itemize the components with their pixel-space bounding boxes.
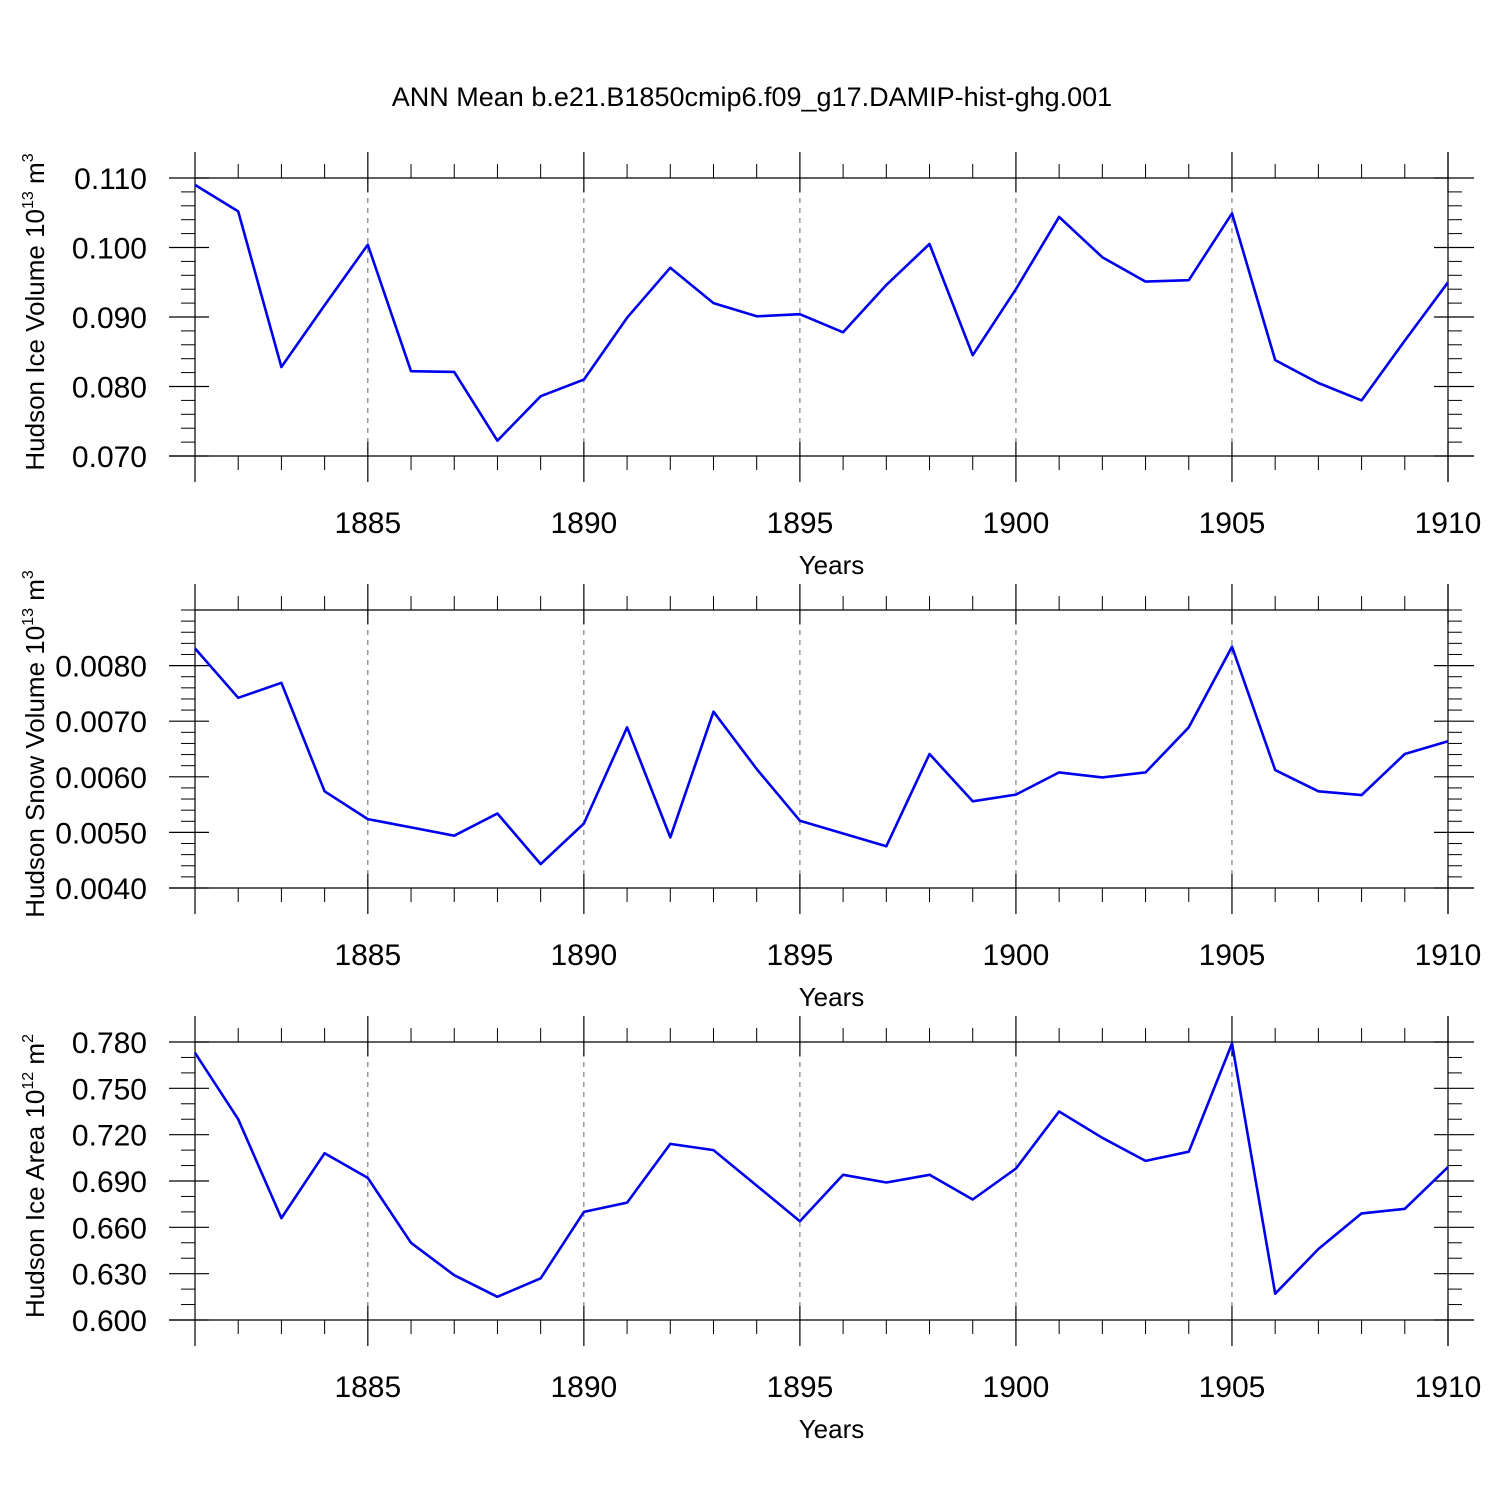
snow-volume-x-tick-label: 1895 [767, 939, 834, 972]
snow-volume-y-tick-label: 0.0050 [55, 817, 147, 850]
snow-volume-x-tick-label: 1900 [983, 939, 1050, 972]
chart-title: ANN Mean b.e21.B1850cmip6.f09_g17.DAMIP-… [392, 82, 1112, 112]
ice-volume-y-tick-label: 0.110 [74, 163, 147, 196]
ice-area-y-tick-label: 0.660 [72, 1212, 147, 1245]
ice-area-y-tick-label: 0.780 [72, 1027, 147, 1060]
snow-volume-y-tick-label: 0.0080 [55, 651, 147, 684]
ice-volume-x-axis-label: Years [799, 550, 865, 580]
ice-volume-x-tick-label: 1900 [983, 507, 1050, 540]
snow-volume-y-tick-label: 0.0070 [55, 706, 147, 739]
ice-area-y-axis-label: Hudson Ice Area 1012 m2 [20, 1034, 50, 1318]
ice-area-y-tick-label: 0.720 [72, 1120, 147, 1153]
ice-area-x-tick-label: 1905 [1199, 1371, 1266, 1404]
snow-volume-x-tick-label: 1910 [1415, 939, 1482, 972]
snow-volume-y-axis-label: Hudson Snow Volume 1013 m3 [20, 570, 50, 918]
ice-area-x-axis-label: Years [799, 1414, 865, 1444]
ice-area-x-tick-label: 1885 [334, 1371, 401, 1404]
ice-volume-y-axis-label: Hudson Ice Volume 1013 m3 [20, 153, 50, 470]
panels: 1885 1890 1895 1900 1905 1910 0.070 0.080 0.090 0… [20, 152, 1481, 1444]
snow-volume-x-axis-label: Years [799, 982, 865, 1012]
ice-volume-series-line [194, 183, 1450, 442]
ice-area-y-tick-label: 0.630 [72, 1259, 147, 1292]
ice-volume-y-tick-label: 0.100 [72, 233, 147, 266]
ice-volume-x-tick-label: 1910 [1415, 507, 1482, 540]
ice-area-y-tick-label: 0.600 [72, 1305, 147, 1338]
ice-area-x-tick-label: 1910 [1415, 1371, 1482, 1404]
ice-area-x-tick-label: 1895 [767, 1371, 834, 1404]
ice-area-x-tick-label: 1890 [550, 1371, 617, 1404]
ice-volume-y-tick-label: 0.080 [72, 372, 147, 405]
ice-volume-y-tick-label: 0.070 [72, 441, 147, 474]
panel-ice-volume: 1885 1890 1895 1900 1905 1910 0.070 0.080 0.090 0… [20, 152, 1481, 580]
panel-snow-volume: 1885 1890 1895 1900 1905 1910 0.0040 0.0050 0.00… [20, 570, 1481, 1012]
panel-ice-area: 1885 1890 1895 1900 1905 1910 0.600 0.630 0.660 0… [20, 1016, 1481, 1444]
ice-area-x-tick-label: 1900 [983, 1371, 1050, 1404]
snow-volume-x-tick-label: 1905 [1199, 939, 1266, 972]
ice-volume-x-tick-label: 1905 [1199, 507, 1266, 540]
ice-area-y-tick-label: 0.690 [72, 1166, 147, 1199]
ice-area-y-tick-label: 0.750 [72, 1073, 147, 1106]
ice-area-series-line [193, 1042, 1449, 1299]
snow-volume-y-tick-label: 0.0040 [55, 873, 147, 906]
snow-volume-x-tick-label: 1885 [334, 939, 401, 972]
snow-volume-series-line [194, 645, 1449, 866]
snow-volume-x-tick-label: 1890 [550, 939, 617, 972]
ice-volume-x-tick-label: 1885 [334, 507, 401, 540]
ice-volume-x-tick-label: 1895 [767, 507, 834, 540]
ice-volume-x-tick-label: 1890 [550, 507, 617, 540]
ice-volume-y-tick-label: 0.090 [72, 302, 147, 335]
snow-volume-y-tick-label: 0.0060 [55, 762, 147, 795]
